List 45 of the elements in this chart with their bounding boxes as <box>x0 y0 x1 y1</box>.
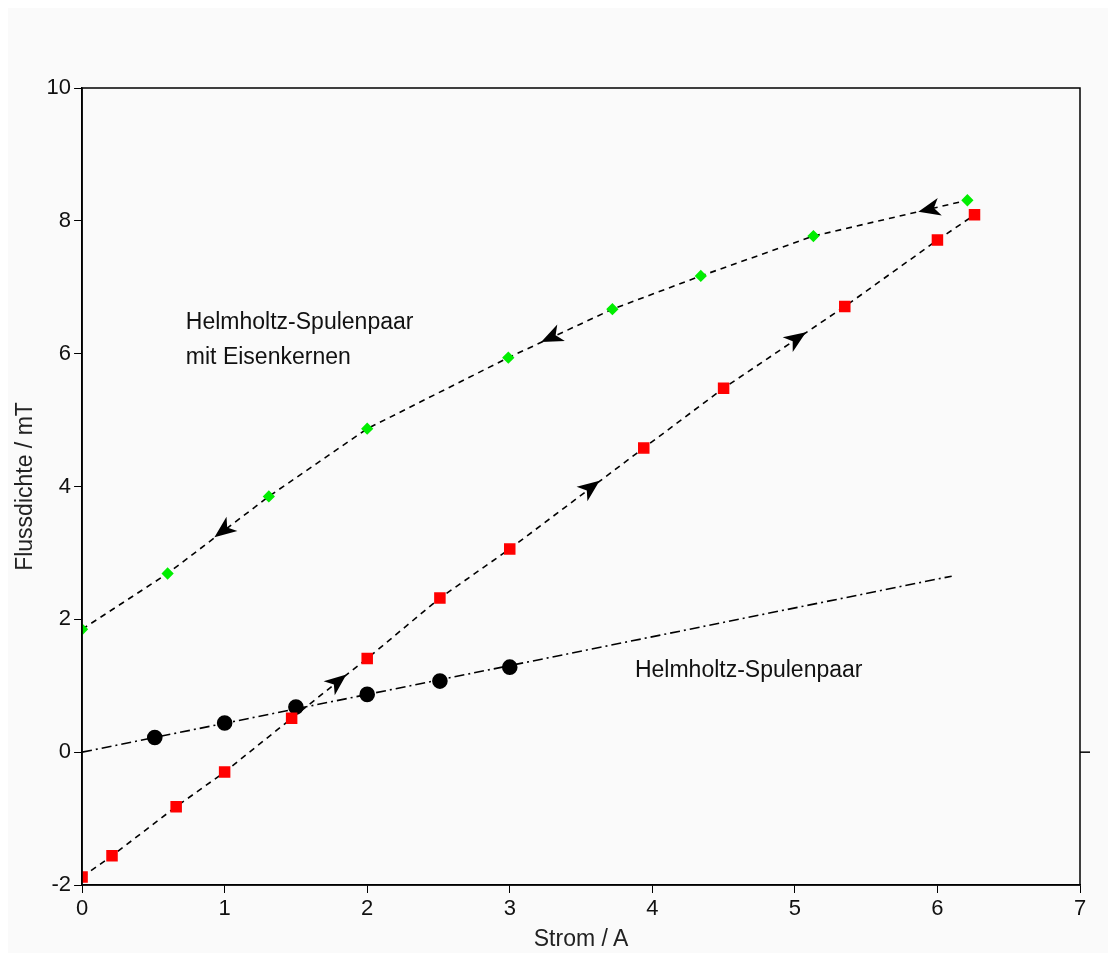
point <box>288 699 304 715</box>
x-tick-label: 2 <box>361 895 374 921</box>
point <box>502 351 515 364</box>
point <box>694 270 707 282</box>
point <box>434 592 446 604</box>
point <box>146 729 163 746</box>
x-tick-label: 5 <box>788 895 801 921</box>
point <box>931 234 944 246</box>
point <box>161 567 174 580</box>
x-tick-label: 6 <box>931 895 944 921</box>
point <box>361 422 373 435</box>
point <box>432 673 448 689</box>
point <box>285 712 298 725</box>
point <box>106 850 118 862</box>
x-tick-label: 0 <box>75 895 89 921</box>
x-tick-label: 4 <box>646 895 659 921</box>
point <box>218 766 231 778</box>
point <box>807 230 820 242</box>
point <box>361 652 373 665</box>
y-tick-label: 2 <box>58 605 72 631</box>
y-tick-label: 10 <box>46 74 72 100</box>
point <box>968 209 981 221</box>
annotation: Helmholtz-Spulenpaar mit Eisenkernen <box>185 308 414 369</box>
x-tick-label: 3 <box>503 895 516 921</box>
x-tick-label: 7 <box>1073 895 1087 921</box>
point <box>170 800 182 813</box>
point <box>501 659 518 675</box>
y-tick-label: 0 <box>58 738 72 764</box>
y-tick-label: 4 <box>58 472 72 498</box>
y-axis-title: Flussdichte / mT <box>11 402 38 571</box>
point <box>839 300 851 313</box>
point <box>961 194 974 207</box>
y-tick-label: 6 <box>58 339 72 365</box>
point <box>504 543 516 555</box>
y-tick-label: -2 <box>51 871 72 897</box>
point <box>359 686 375 703</box>
point <box>638 442 650 454</box>
point <box>263 490 275 503</box>
x-tick-label: 1 <box>218 895 231 921</box>
point <box>216 715 233 731</box>
y-tick-label: 8 <box>58 206 72 232</box>
annotation: Helmholtz-Spulenpaar <box>634 656 863 683</box>
x-axis-title: Strom / A <box>533 924 629 951</box>
point <box>717 382 730 394</box>
point <box>606 303 619 315</box>
